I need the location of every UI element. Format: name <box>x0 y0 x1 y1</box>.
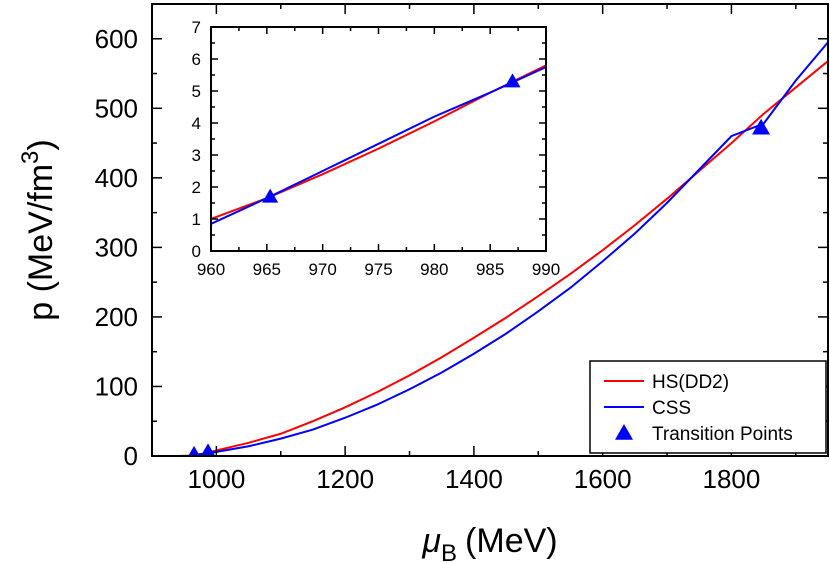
main-plot-frame <box>151 3 829 457</box>
inset-transition-point-1 <box>504 73 521 88</box>
main-y-tick-label-1: 100 <box>95 371 138 401</box>
y-axis-title-superscript: 3 <box>17 151 44 164</box>
main-y-tick-label-6: 600 <box>95 24 138 54</box>
main-series-line-0 <box>177 60 828 456</box>
inset-background <box>211 27 546 251</box>
inset-transition-point-0 <box>262 188 279 203</box>
inset-x-tick-label-0: 960 <box>197 260 225 279</box>
main-y-tick-label-3: 300 <box>95 232 138 262</box>
inset-x-tick-label-2: 970 <box>308 260 336 279</box>
main-transition-point-1 <box>200 443 216 456</box>
y-axis-title-close: ) <box>22 139 60 150</box>
main-x-tick-label-0: 1000 <box>187 464 245 494</box>
x-axis-title-unit: (MeV) <box>465 522 558 560</box>
inset-y-tick-label-1: 1 <box>192 210 201 229</box>
inset-y-tick-label-6: 6 <box>192 50 201 69</box>
main-y-axis-title: p (MeV/fm3) <box>17 139 60 321</box>
main-x-tick-label-2: 1400 <box>445 464 503 494</box>
inset-y-tick-label-2: 2 <box>192 178 201 197</box>
main-x-tick-label-3: 1600 <box>574 464 632 494</box>
x-axis-title-symbol: μ <box>421 522 441 560</box>
inset-x-tick-label-1: 965 <box>253 260 281 279</box>
main-transition-point-0 <box>188 445 200 456</box>
main-x-tick-label-1: 1200 <box>316 464 374 494</box>
inset-y-tick-label-4: 4 <box>192 114 201 133</box>
inset-y-tick-label-5: 5 <box>192 82 201 101</box>
main-series-line-1 <box>194 41 828 456</box>
main-y-tick-label-0: 0 <box>124 441 138 471</box>
inset-x-tick-label-4: 980 <box>420 260 448 279</box>
y-axis-title-text: p (MeV/fm <box>22 164 60 321</box>
legend-label-2: Transition Points <box>652 424 793 445</box>
main-y-tick-label-5: 500 <box>95 93 138 123</box>
legend-label-1: CSS <box>652 398 691 419</box>
main-y-tick-label-2: 200 <box>95 302 138 332</box>
inset-x-tick-label-6: 990 <box>532 260 560 279</box>
inset-plot-area <box>211 64 546 225</box>
inset-y-tick-label-7: 7 <box>192 18 201 37</box>
main-x-tick-label-4: 1800 <box>703 464 761 494</box>
main-y-tick-label-4: 400 <box>95 163 138 193</box>
legend-swatch-2 <box>615 424 633 440</box>
inset-x-tick-label-5: 985 <box>476 260 504 279</box>
main-transition-point-2 <box>752 118 771 135</box>
main-plot-area <box>177 41 828 456</box>
inset-y-tick-label-0: 0 <box>192 242 201 261</box>
legend-label-0: HS(DD2) <box>652 372 729 393</box>
inset-y-tick-label-3: 3 <box>192 146 201 165</box>
main-x-axis-title: μB (MeV) <box>421 522 557 563</box>
x-axis-title-subscript: B <box>441 540 457 563</box>
inset-x-tick-label-3: 975 <box>364 260 392 279</box>
